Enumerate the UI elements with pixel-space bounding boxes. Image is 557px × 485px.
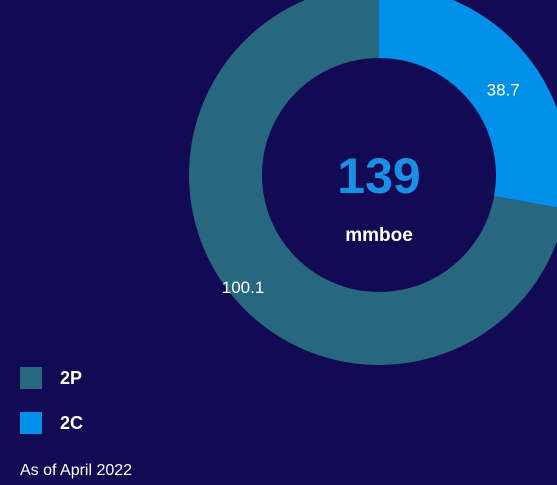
donut-slice — [379, 0, 557, 208]
legend-label: 2C — [60, 413, 83, 433]
legend-label: 2P — [60, 368, 82, 388]
legend-swatch — [20, 367, 42, 389]
center-value: 139 — [337, 148, 420, 204]
legend-swatch — [20, 412, 42, 434]
center-label: mmboe — [345, 225, 413, 246]
data-label: 100.1 — [222, 278, 265, 297]
note: As of April 2022 — [20, 462, 132, 479]
donut-slice — [189, 0, 557, 365]
data-label: 38.7 — [487, 80, 520, 99]
